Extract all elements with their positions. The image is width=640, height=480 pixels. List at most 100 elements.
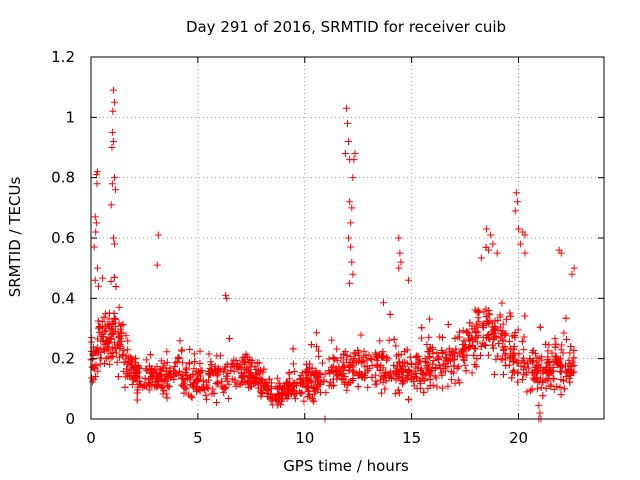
data-point [349,375,357,383]
data-point [491,327,499,335]
data-point [426,315,434,323]
data-point [507,312,515,320]
data-point [163,382,171,390]
data-point [257,392,265,400]
data-point [214,380,222,388]
data-point [496,313,504,321]
data-point [124,337,132,345]
data-point [92,228,100,236]
data-point [245,384,253,392]
data-point [133,396,141,404]
data-point [109,137,117,145]
data-point [450,362,458,370]
data-point [350,355,358,363]
data-point [553,359,561,367]
data-point [397,258,405,266]
data-point [186,374,194,382]
data-point [506,353,514,361]
data-point [349,270,357,278]
data-point [559,377,567,385]
data-point [213,398,221,406]
data-point [111,240,119,248]
data-point [551,343,559,351]
data-point [240,358,248,366]
data-point [223,360,231,368]
data-point [553,382,561,390]
data-point [376,337,384,345]
data-point [320,378,328,386]
data-point [438,384,446,392]
data-point [91,276,99,284]
data-point [398,380,406,388]
data-point [146,351,154,359]
data-point [342,356,350,364]
data-point [544,359,552,367]
data-point [115,303,123,311]
data-point [205,350,213,358]
data-point [163,394,171,402]
data-point [502,351,510,359]
data-point [153,261,161,269]
data-point [110,273,118,281]
data-point [174,358,182,366]
data-point [348,258,356,266]
data-point [182,366,190,374]
data-point [506,361,514,369]
data-point [345,137,353,145]
data-point [520,333,528,341]
data-point [344,119,351,127]
data-point [134,362,142,370]
data-point [418,365,426,373]
data-point [118,352,126,360]
data-point [479,324,487,332]
data-point [489,240,497,248]
data-point [151,378,159,386]
data-point [530,376,538,384]
data-point [570,264,578,272]
data-point [495,340,503,348]
data-point [537,384,545,392]
data-point [551,335,559,343]
data-point [372,377,380,385]
data-point [429,360,437,368]
data-point [417,334,425,342]
data-point [341,347,349,355]
data-point [395,370,403,378]
data-point [328,336,336,344]
data-point [188,394,196,402]
data-point [451,334,459,342]
data-point [536,409,544,417]
data-point [198,367,206,375]
data-point [282,380,290,388]
data-point [107,278,115,286]
data-point [357,331,365,339]
data-point [225,335,233,343]
data-point [162,364,170,372]
data-point [223,294,231,302]
data-point [379,348,387,356]
data-point [345,363,353,371]
data-point [510,369,518,377]
data-point [240,366,248,374]
data-point [343,351,351,359]
data-point [470,351,478,359]
data-point [395,234,403,242]
data-point [92,361,100,369]
data-point [548,349,556,357]
data-point [132,374,140,382]
data-point [351,150,359,158]
data-point [318,359,326,367]
data-point [354,383,362,391]
data-point [569,358,577,366]
data-point [373,380,381,388]
data-point [309,383,317,391]
data-point [321,370,329,378]
data-point [254,384,262,392]
data-point [131,373,139,381]
data-point [520,358,528,366]
x-tick-label: 5 [193,429,203,447]
data-point [121,383,129,391]
data-point [128,381,136,389]
data-point [386,310,394,318]
data-point [330,381,338,389]
